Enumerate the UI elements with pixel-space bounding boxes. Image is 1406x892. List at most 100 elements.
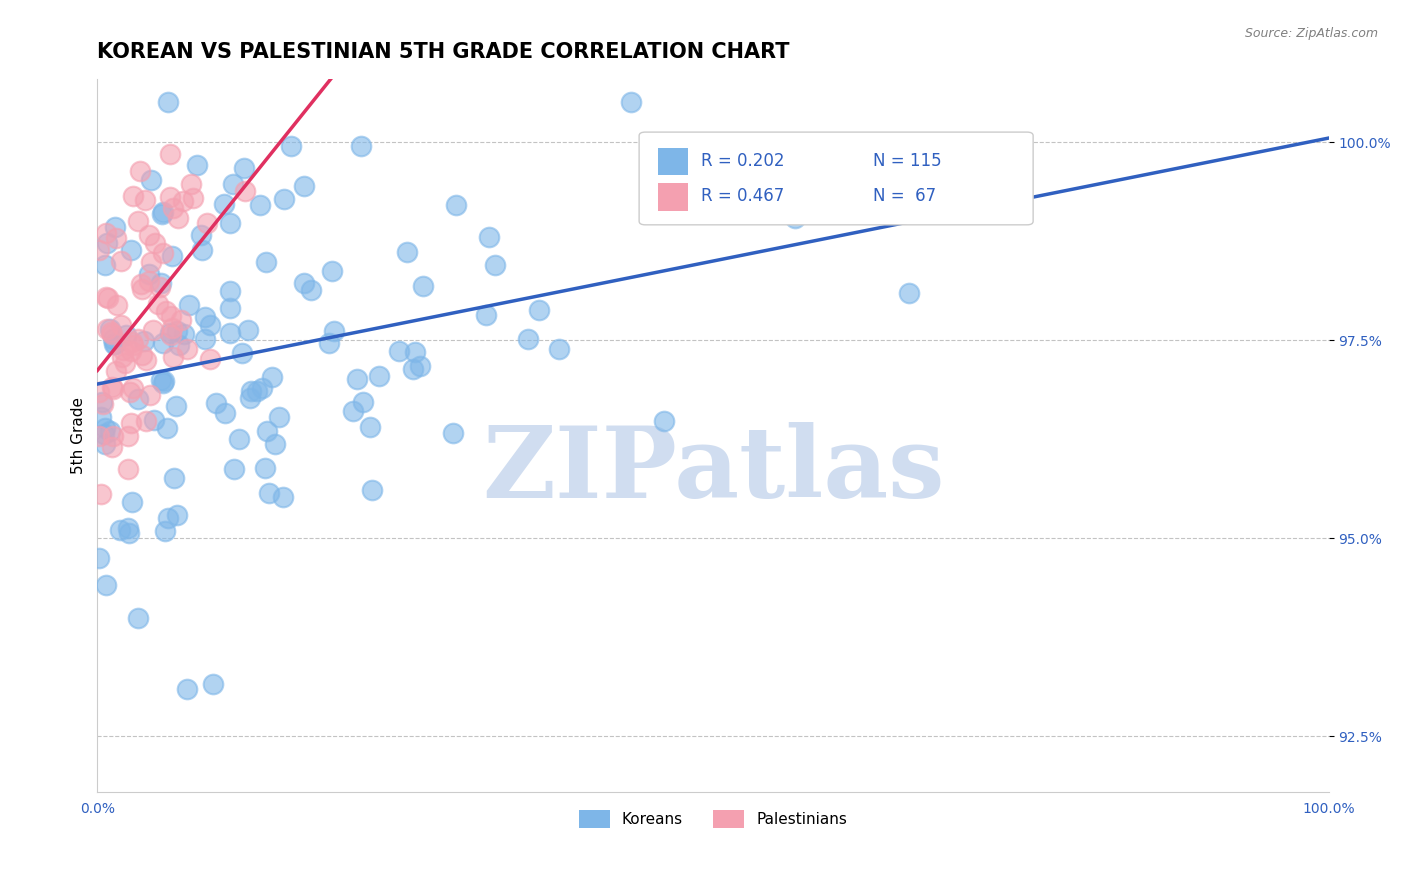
Koreans xyxy=(799,183,821,197)
Palestinians xyxy=(149,279,172,293)
Palestinians xyxy=(160,309,183,323)
Palestinians xyxy=(162,201,184,215)
Koreans xyxy=(359,419,381,434)
Koreans xyxy=(153,374,176,388)
Koreans xyxy=(93,426,115,441)
Palestinians xyxy=(117,462,139,476)
Palestinians xyxy=(111,350,134,364)
Koreans xyxy=(142,412,165,426)
Koreans xyxy=(441,425,464,440)
Palestinians xyxy=(121,338,143,352)
Koreans xyxy=(236,323,259,337)
Koreans xyxy=(478,230,501,244)
Palestinians xyxy=(131,348,153,362)
Koreans xyxy=(198,318,221,332)
Koreans xyxy=(104,219,127,234)
Koreans xyxy=(239,392,262,406)
Koreans xyxy=(269,410,291,425)
Koreans xyxy=(165,399,187,413)
Koreans xyxy=(201,677,224,691)
Koreans xyxy=(166,324,188,338)
Palestinians xyxy=(89,244,111,258)
Koreans xyxy=(194,332,217,346)
Koreans xyxy=(190,227,212,242)
Palestinians xyxy=(90,487,112,501)
Koreans xyxy=(232,161,254,175)
Koreans xyxy=(120,244,142,258)
Palestinians xyxy=(139,255,162,269)
Koreans xyxy=(257,486,280,500)
Koreans xyxy=(152,205,174,219)
Palestinians xyxy=(160,328,183,343)
Palestinians xyxy=(135,414,157,428)
Palestinians xyxy=(105,231,128,245)
Palestinians xyxy=(198,352,221,367)
Koreans xyxy=(108,523,131,537)
Koreans xyxy=(222,177,245,191)
Koreans xyxy=(156,421,179,435)
Koreans xyxy=(96,235,118,250)
Koreans xyxy=(163,471,186,485)
Koreans xyxy=(98,424,121,438)
Koreans xyxy=(897,285,920,300)
Koreans xyxy=(292,277,315,291)
Palestinians xyxy=(93,397,115,411)
Koreans xyxy=(219,284,242,298)
Palestinians xyxy=(180,177,202,191)
Palestinians xyxy=(120,344,142,359)
Koreans xyxy=(294,178,316,193)
Palestinians xyxy=(131,282,153,296)
Palestinians xyxy=(160,321,183,335)
Palestinians xyxy=(110,253,132,268)
Koreans xyxy=(205,395,228,409)
Koreans xyxy=(322,324,344,338)
Koreans xyxy=(404,344,426,359)
Palestinians xyxy=(143,235,166,250)
Koreans xyxy=(271,490,294,504)
Koreans xyxy=(90,409,112,424)
Koreans xyxy=(446,197,468,211)
Koreans xyxy=(191,243,214,257)
Koreans xyxy=(176,681,198,696)
Palestinians xyxy=(94,290,117,304)
Palestinians xyxy=(138,274,160,288)
Koreans xyxy=(264,437,287,451)
Palestinians xyxy=(195,216,218,230)
Koreans xyxy=(152,336,174,351)
Text: R = 0.467: R = 0.467 xyxy=(700,187,785,205)
Koreans xyxy=(150,276,173,290)
Palestinians xyxy=(176,342,198,356)
Palestinians xyxy=(233,184,256,198)
Palestinians xyxy=(166,211,188,225)
Koreans xyxy=(150,207,173,221)
Palestinians xyxy=(118,384,141,399)
Koreans xyxy=(100,322,122,336)
Palestinians xyxy=(121,334,143,349)
Palestinians xyxy=(159,190,181,204)
Koreans xyxy=(361,483,384,497)
Koreans xyxy=(173,326,195,341)
Koreans xyxy=(240,384,263,399)
Koreans xyxy=(231,345,253,359)
Koreans xyxy=(619,95,641,110)
Koreans xyxy=(412,279,434,293)
Palestinians xyxy=(155,303,177,318)
Koreans xyxy=(94,420,117,434)
Palestinians xyxy=(122,189,145,203)
Koreans xyxy=(117,520,139,534)
Koreans xyxy=(114,327,136,342)
Koreans xyxy=(127,611,149,625)
Koreans xyxy=(352,395,374,409)
Palestinians xyxy=(117,429,139,443)
Koreans xyxy=(160,249,183,263)
Palestinians xyxy=(105,298,128,312)
Koreans xyxy=(402,362,425,376)
Koreans xyxy=(246,384,269,399)
Palestinians xyxy=(135,352,157,367)
Koreans xyxy=(367,368,389,383)
Koreans xyxy=(118,525,141,540)
Koreans xyxy=(254,460,277,475)
Y-axis label: 5th Grade: 5th Grade xyxy=(72,397,86,474)
Palestinians xyxy=(146,297,169,311)
Palestinians xyxy=(120,416,142,430)
